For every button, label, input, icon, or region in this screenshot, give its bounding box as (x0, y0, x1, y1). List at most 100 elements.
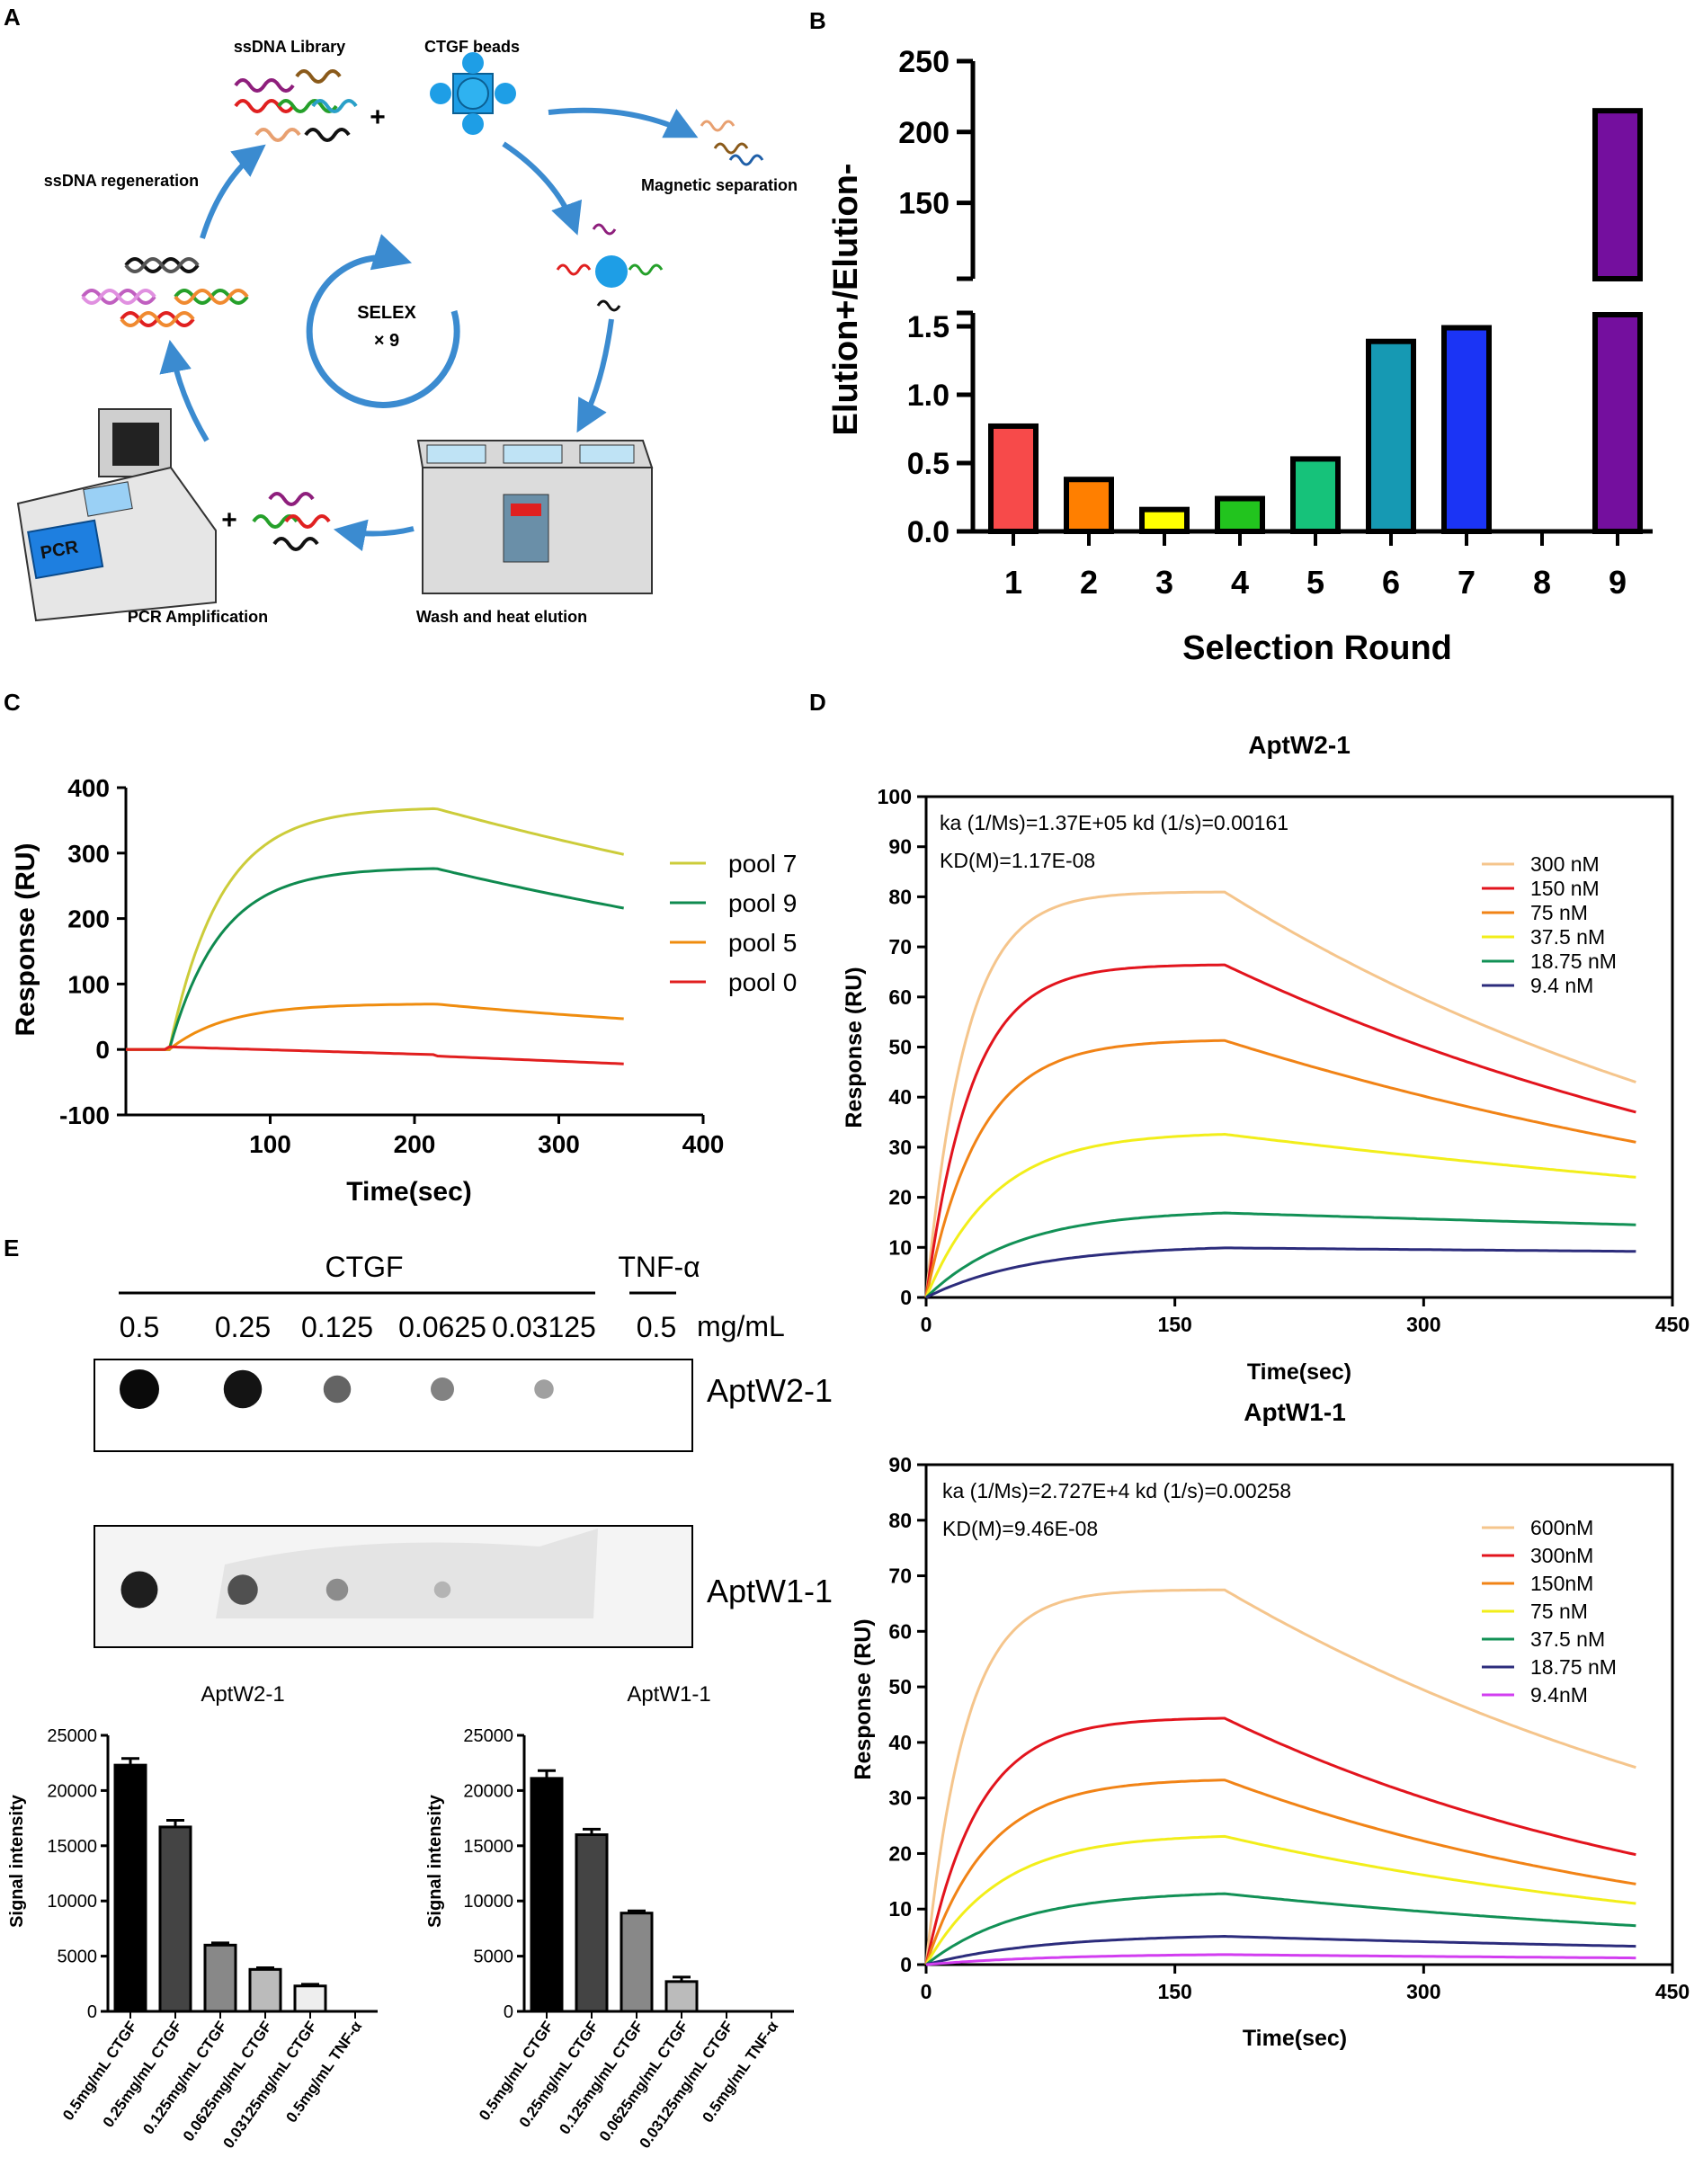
chart-d1-annotation-1: ka (1/Ms)=1.37E+05 kd (1/s)=0.00161 (940, 811, 1288, 834)
chart-d1-ytick-label: 80 (888, 885, 912, 908)
chart-b-ytick-label: 1.0 (907, 379, 950, 413)
chart-d1-xtick-label: 150 (1157, 1313, 1191, 1336)
ctgf-beads-label: CTGF beads (424, 38, 520, 56)
chart-b-bar-9-upper (1592, 108, 1643, 281)
chart-e1-ytick-label: 10000 (47, 1892, 97, 1912)
chart-d2-legend-label: 75 nM (1530, 1600, 1588, 1623)
blot-dot (227, 1574, 258, 1605)
cycle-arrow-2 (548, 107, 699, 138)
blot-dot (534, 1379, 554, 1399)
chart-d1-legend-label: 150 nM (1530, 877, 1600, 900)
chart-b-xtick-label: 1 (1004, 564, 1022, 601)
plus-sign-top: + (370, 103, 386, 132)
plus-sign-bottom: + (221, 505, 237, 535)
wash-elution-label: Wash and heat elution (416, 608, 587, 626)
concentration-label: 0.0625 (398, 1311, 486, 1343)
chart-d2-ytick-label: 90 (888, 1453, 912, 1476)
chart-b-bar-7 (1441, 325, 1492, 534)
chart-c-xtick-label: 300 (538, 1130, 580, 1158)
chart-d1-xtick-label: 0 (921, 1313, 932, 1336)
tnf-group-label: TNF-α (618, 1251, 700, 1283)
chart-d2-series-37.5-nM (925, 1892, 1636, 1966)
chart-c-ytick-label: 100 (67, 970, 110, 998)
chart-e1-bar (158, 1825, 192, 2013)
chart-d2-xtick-label: 450 (1655, 1980, 1690, 2003)
chart-c-xtick-label: 200 (394, 1130, 436, 1158)
chart-c-ytick-label: 200 (67, 905, 110, 933)
chart-d2-xlabel: Time(sec) (1243, 2026, 1347, 2051)
chart-d1-ytick-label: 60 (888, 985, 912, 1009)
chart-d1-ytick-label: 50 (888, 1036, 912, 1059)
blot-dot (431, 1377, 454, 1401)
chart-d1-ytick-label: 100 (878, 785, 912, 808)
chart-d1-xlabel: Time(sec) (1247, 1359, 1351, 1385)
chart-d2-xtick-label: 150 (1157, 1980, 1191, 2003)
chart-c-xlabel: Time(sec) (346, 1177, 472, 1207)
chart-d1-annotation-2: KD(M)=1.17E-08 (940, 849, 1095, 872)
blot-dot (325, 1578, 349, 1601)
chart-d1-series-9.4-nM (925, 1246, 1636, 1299)
chart-d2-ytick-label: 40 (888, 1731, 912, 1754)
chart-d2-frame (924, 1463, 1674, 1966)
concentration-label: 0.5 (637, 1311, 676, 1343)
chart-d1-ytick-label: 0 (900, 1286, 912, 1309)
chart-b-xtick-label: 9 (1609, 564, 1627, 601)
chart-b: Elution+/Elution- Selection Round 0.0 0.5… (827, 45, 1653, 667)
chart-c-series-pool-5 (126, 1003, 624, 1051)
chart-d1-ytick-label: 30 (888, 1136, 912, 1159)
chart-e2-ytick-label: 25000 (463, 1726, 513, 1746)
chart-d2-ylabel: Response (RU) (851, 1618, 876, 1779)
chart-e2-ytick-label: 10000 (463, 1892, 513, 1912)
chart-c-ytick-label: 300 (67, 840, 110, 868)
chart-b-ytick-label: 0.0 (907, 515, 950, 549)
chart-d2-series-300nM (924, 1716, 1636, 1966)
chart-d2-ytick-label: 30 (888, 1787, 912, 1810)
chart-d2-xtick-label: 300 (1406, 1980, 1440, 2003)
panel-label-c: C (4, 689, 21, 716)
chart-b-ylabel: Elution+/Elution- (827, 164, 865, 436)
chart-b-ytick-label: 250 (898, 45, 950, 79)
chart-e2-bar (575, 1833, 609, 2013)
cycle-arrow-6 (159, 339, 210, 442)
selex-cycle-arrow (306, 234, 460, 408)
chart-e1: AptW2-1 Signal intensity 0 5000 10000 15000… (7, 1682, 378, 2152)
chart-d2-ytick-label: 10 (888, 1897, 912, 1921)
chart-b-bar-6 (1366, 338, 1416, 534)
chart-b-xtick-label: 8 (1533, 564, 1551, 601)
chart-d1-series-18.75-nM (924, 1211, 1636, 1299)
chart-e2-bar (620, 1912, 654, 2013)
chart-d2-series-75-nM (924, 1834, 1636, 1966)
chart-e2-title: AptW1-1 (627, 1682, 710, 1707)
ssdna-library-label: ssDNA Library (234, 38, 345, 56)
chart-b-xtick-label: 2 (1080, 564, 1098, 601)
chart-d1-series-150-nM (924, 963, 1636, 1298)
dsdna-regeneration-icon (81, 257, 249, 327)
chart-b-bar-4 (1215, 495, 1265, 535)
chart-d2-ytick-label: 80 (888, 1509, 912, 1532)
cycle-arrow-1 (200, 144, 266, 239)
chart-b-xtick-label: 5 (1306, 564, 1324, 601)
chart-c-xtick-label: 100 (249, 1130, 291, 1158)
chart-d2-ytick-label: 20 (888, 1841, 912, 1865)
chart-d1-legend-label: 18.75 nM (1530, 949, 1617, 973)
chart-e1-bar (293, 1984, 327, 2013)
magnetic-separation-label: Magnetic separation (641, 176, 798, 194)
chart-b-ytick-label: 0.5 (907, 447, 950, 481)
cycle-arrow-5 (333, 519, 415, 552)
chart-b-xlabel: Selection Round (1182, 629, 1452, 667)
chart-c-ytick-label: 400 (67, 774, 110, 802)
chart-e2-xtick-label: 0.25mg/mL CTGF (516, 2018, 602, 2130)
chart-c-ylabel: Response (RU) (11, 842, 40, 1036)
chart-c-legend-label: pool 0 (728, 968, 797, 996)
chart-d2-legend-label: 37.5 nM (1530, 1627, 1605, 1651)
chart-b-bar-2 (1064, 477, 1114, 534)
unbound-dna-icon (700, 120, 764, 166)
concentration-unit: mg/mL (697, 1310, 785, 1342)
chart-d1-xtick-label: 300 (1406, 1313, 1440, 1336)
chart-d2-legend-label: 150nM (1530, 1572, 1593, 1595)
blot-dot (223, 1369, 263, 1409)
panel-label-a: A (4, 4, 21, 31)
chart-d2-series-600nM (924, 1588, 1636, 1966)
bound-bead-icon (556, 223, 664, 312)
panel-label-e: E (4, 1235, 19, 1261)
